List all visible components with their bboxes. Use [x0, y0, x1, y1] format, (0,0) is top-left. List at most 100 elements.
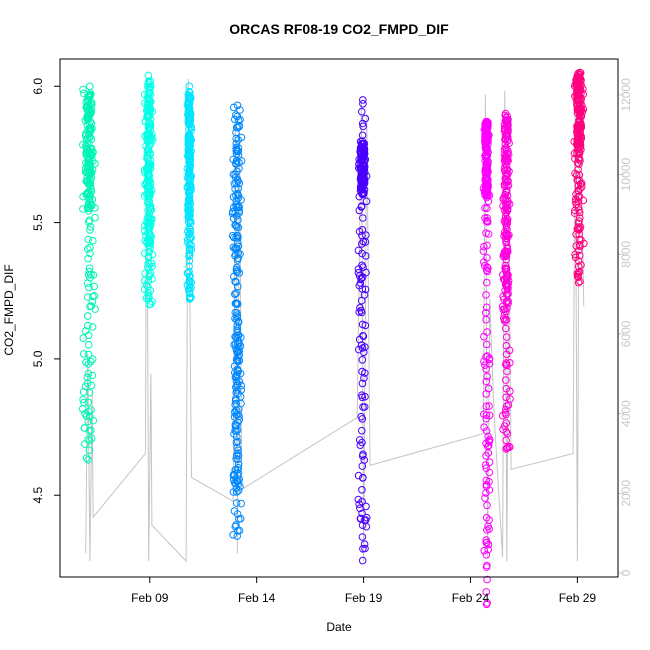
data-point — [144, 77, 153, 85]
data-point — [82, 135, 91, 143]
x-tick-label-0: Feb 09 — [131, 591, 169, 605]
data-point — [144, 89, 152, 97]
data-point — [482, 377, 491, 386]
data-point — [145, 165, 153, 174]
data-point — [502, 255, 510, 264]
data-point — [501, 324, 510, 333]
data-point — [232, 128, 240, 137]
data-point — [574, 187, 583, 195]
data-point — [358, 533, 367, 541]
data-point — [483, 263, 491, 271]
data-point — [232, 521, 240, 529]
data-point — [501, 212, 510, 221]
data-point — [232, 438, 241, 447]
data-point — [229, 488, 238, 496]
data-point — [140, 166, 149, 174]
data-point — [142, 281, 151, 289]
data-point — [144, 153, 153, 162]
right-tick-label-2: 4000 — [619, 400, 633, 427]
series-RF10 — [183, 82, 196, 303]
y-tick-label-3: 6.0 — [31, 78, 45, 95]
data-point — [84, 139, 93, 148]
data-point — [232, 221, 240, 230]
data-point — [78, 405, 87, 413]
data-point — [229, 531, 237, 539]
data-point — [144, 259, 152, 268]
data-point — [576, 101, 584, 109]
series-RF14 — [498, 109, 514, 453]
data-point — [185, 158, 193, 167]
data-point — [483, 214, 491, 222]
data-point — [83, 145, 92, 153]
data-point — [86, 82, 94, 91]
data-point — [355, 308, 364, 316]
data-point — [576, 68, 584, 77]
data-point — [144, 95, 152, 103]
data-point — [355, 164, 363, 173]
data-point — [357, 296, 366, 305]
data-point — [574, 85, 583, 93]
data-point — [84, 369, 93, 378]
data-point — [360, 176, 369, 185]
data-point — [358, 521, 367, 530]
data-point — [233, 245, 241, 253]
data-point — [144, 147, 153, 156]
data-point — [232, 212, 241, 220]
data-point — [358, 497, 366, 506]
data-point — [502, 316, 511, 324]
data-point — [360, 540, 369, 549]
data-point — [145, 142, 153, 150]
data-point — [237, 133, 246, 142]
data-point — [147, 259, 156, 268]
data-point — [358, 131, 367, 140]
data-point — [185, 251, 194, 260]
data-point — [87, 406, 95, 414]
data-point — [85, 264, 94, 273]
data-point — [144, 83, 152, 91]
data-point — [86, 226, 94, 234]
data-point — [574, 273, 583, 282]
data-point — [237, 381, 246, 390]
x-axis-label: Date — [326, 620, 352, 634]
data-point — [185, 295, 194, 303]
data-point — [232, 399, 241, 408]
data-point — [575, 149, 584, 158]
data-point — [359, 167, 367, 175]
data-point — [360, 162, 369, 171]
data-point — [573, 224, 582, 233]
data-point — [359, 143, 368, 151]
data-point — [482, 414, 491, 423]
data-point — [355, 155, 364, 164]
data-point — [501, 116, 510, 125]
data-point — [187, 293, 195, 302]
data-point — [482, 427, 491, 435]
data-point — [85, 92, 93, 100]
data-point — [482, 142, 491, 151]
data-point — [89, 148, 97, 157]
data-point — [185, 82, 194, 91]
data-point — [85, 159, 93, 167]
data-point — [483, 192, 491, 200]
data-point — [503, 187, 511, 195]
data-point — [359, 122, 367, 131]
data-point — [86, 274, 94, 282]
data-point — [361, 168, 369, 177]
data-point — [359, 237, 368, 246]
x-tick-label-2: Feb 19 — [345, 591, 383, 605]
data-point — [503, 444, 511, 452]
data-point — [576, 214, 584, 222]
data-point — [358, 391, 366, 400]
y-axis-label: CO2_FMPD_DIF — [2, 264, 16, 355]
data-point — [480, 546, 489, 555]
data-point — [185, 87, 193, 96]
data-point — [574, 155, 583, 163]
data-point — [185, 267, 193, 276]
data-point — [228, 207, 237, 216]
data-point — [485, 359, 494, 368]
data-point — [354, 471, 363, 480]
data-point — [482, 152, 491, 160]
data-point — [482, 452, 490, 460]
data-point — [88, 323, 97, 331]
data-point — [144, 277, 153, 285]
data-point — [499, 271, 507, 279]
